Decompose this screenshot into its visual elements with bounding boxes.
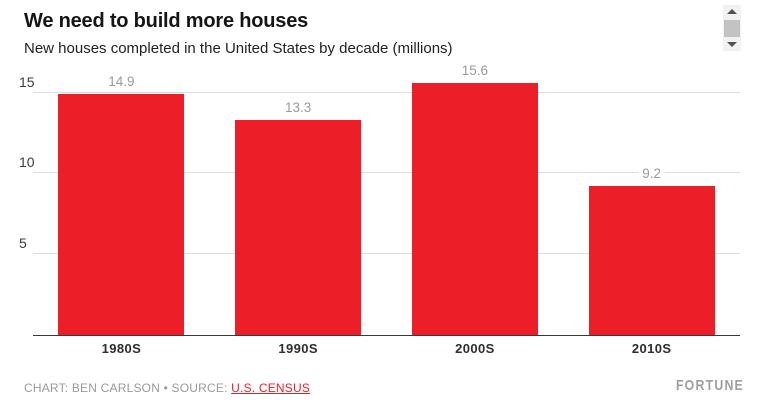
x-label-2000s: 2000S [455, 341, 495, 356]
gridline-15 [33, 91, 740, 93]
bar-value-label-2000s: 15.6 [457, 62, 493, 78]
credit-text: CHART: BEN CARLSON • SOURCE: [24, 381, 228, 395]
y-tick-label-5: 5 [19, 235, 27, 252]
plot-area: 5 10 15 14.9 13.3 15.6 9.2 [19, 62, 740, 336]
gridline-5 [33, 253, 740, 255]
bar-2010s: 9.2 [588, 166, 715, 335]
scrollbar[interactable] [723, 5, 741, 51]
bar-2000s: 15.6 [411, 62, 538, 335]
bar-value-label-1990s: 13.3 [280, 99, 316, 115]
x-label-2010s: 2010S [631, 341, 672, 356]
fortune-logo: FORTUNE [675, 377, 744, 394]
y-tick-label-10: 10 [19, 154, 35, 171]
page-title: We need to build more houses [24, 10, 309, 32]
x-label-1990s: 1990S [278, 341, 318, 356]
y-tick-label-15: 15 [19, 73, 35, 90]
footer-credit: CHART: BEN CARLSON • SOURCE: U.S. CENSUS [24, 381, 310, 395]
x-label-1980s: 1980S [101, 341, 142, 356]
scrollbar-thumb[interactable] [724, 19, 740, 37]
chart-subtitle: New houses completed in the United State… [24, 40, 453, 57]
scroll-down-icon[interactable] [727, 42, 737, 47]
bar-1990s: 13.3 [235, 99, 362, 335]
bar-1980s: 14.9 [58, 74, 185, 335]
bar-value-label-1980s: 14.9 [104, 74, 139, 90]
gridline-10 [33, 172, 740, 174]
bar-value-label-2010s: 9.2 [638, 166, 666, 182]
chart-header: We need to build more houses New houses … [24, 10, 453, 57]
x-axis-labels: 1980S 1990S 2000S 2010S [33, 341, 740, 359]
scroll-up-icon[interactable] [727, 9, 737, 14]
source-link[interactable]: U.S. CENSUS [231, 381, 311, 395]
